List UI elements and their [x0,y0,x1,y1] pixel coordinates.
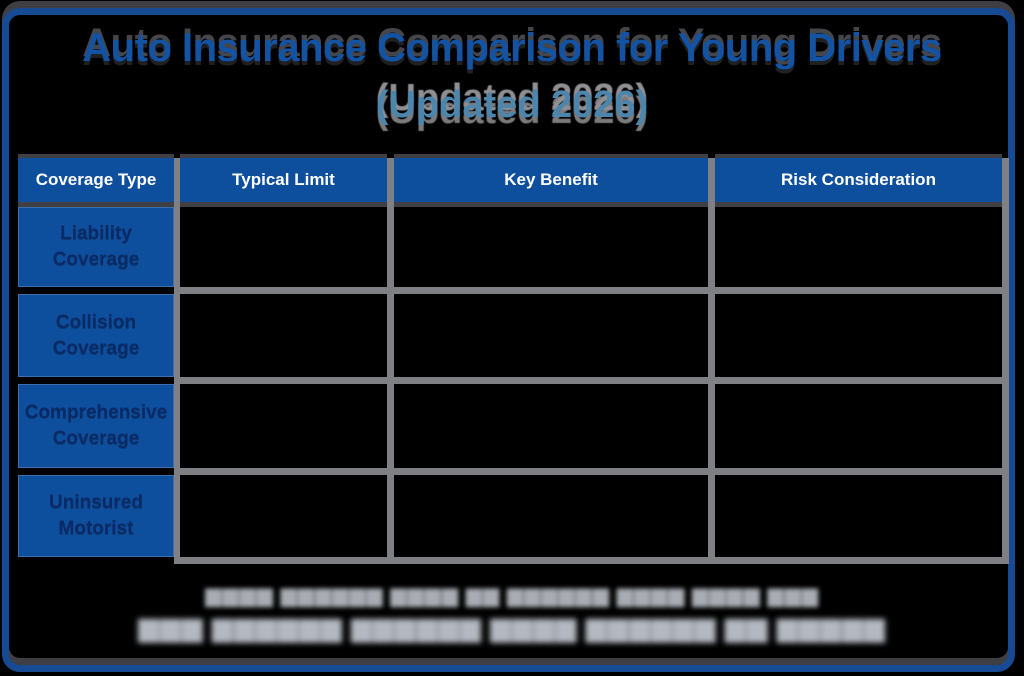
data-cell [394,475,708,557]
data-cell [180,294,387,377]
row-label-comprehensive-coverage: Comprehensive Coverage [18,384,174,468]
column-header-coverage-type: Coverage Type [18,158,174,202]
grid-hline-1 [174,287,1009,294]
data-cell [180,475,387,557]
grid-hline-4 [174,557,1009,564]
data-cell [394,207,708,287]
footer-blurred-line-2: ▆▆▆ ▆▆▆▆▆▆ ▆▆▆▆▆▆ ▆▆▆▆ ▆▆▆▆▆▆ ▆▆ ▆▆▆▆▆ [138,612,886,642]
data-cell [180,384,387,468]
page-subtitle: (Updated 2026) [375,84,649,126]
grid-vline-2 [387,158,394,564]
header-underline [18,202,1009,207]
column-header-risk-consideration: Risk Consideration [715,158,1002,202]
row-label-uninsured-motorist: Uninsured Motorist [18,475,174,557]
data-cell [715,384,1002,468]
data-cell [180,207,387,287]
data-cell [715,294,1002,377]
data-cell [394,384,708,468]
outer-frame-border [2,8,1015,672]
column-header-key-benefit: Key Benefit [394,158,708,202]
data-cell [715,207,1002,287]
row-label-collision-coverage: Collision Coverage [18,294,174,377]
page-title: Auto Insurance Comparison for Young Driv… [82,26,942,70]
data-cell [715,475,1002,557]
data-cell [394,294,708,377]
column-header-typical-limit: Typical Limit [180,158,387,202]
row-label-liability-coverage: Liability Coverage [18,207,174,287]
footer-blurred-line-1: ▆▆▆▆ ▆▆▆▆▆▆ ▆▆▆▆ ▆▆ ▆▆▆▆▆▆ ▆▆▆▆ ▆▆▆▆ ▆▆▆ [205,584,819,607]
grid-vline-3 [708,158,715,564]
grid-vline-1 [174,158,180,564]
grid-vline-4 [1002,158,1009,564]
grid-hline-3 [174,468,1009,475]
grid-hline-2 [174,377,1009,384]
